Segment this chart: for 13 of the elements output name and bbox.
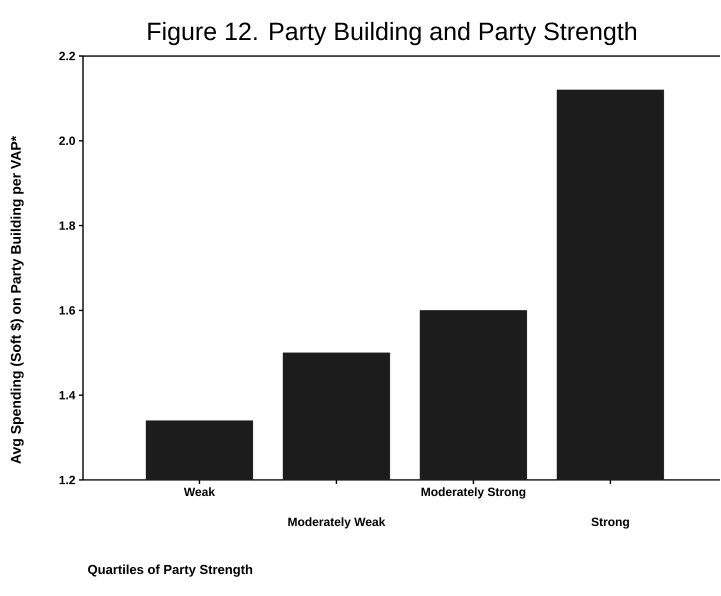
chart-title: Figure 12. Party Building and Party Strength xyxy=(148,22,636,46)
y-tick-label: 1.6 xyxy=(60,306,76,315)
y-tick-label: 2.2 xyxy=(59,52,75,60)
y-tick-label: 2.0 xyxy=(59,136,75,146)
x-axis-title: Quartiles of Party Strength xyxy=(88,564,252,577)
y-axis-title: Avg Spending (Soft $) on Party Building per VAP* xyxy=(10,136,24,464)
y-tick-label: 1.8 xyxy=(60,221,76,230)
y-tick-label: 1.4 xyxy=(60,391,76,400)
x-tick-label: Strong xyxy=(591,518,629,529)
x-tick-label: Moderately Weak xyxy=(288,517,386,528)
x-tick-label: Moderately Strong xyxy=(422,487,526,499)
x-tick-label: Weak xyxy=(184,487,216,496)
y-tick-label: 1.2 xyxy=(60,476,75,484)
